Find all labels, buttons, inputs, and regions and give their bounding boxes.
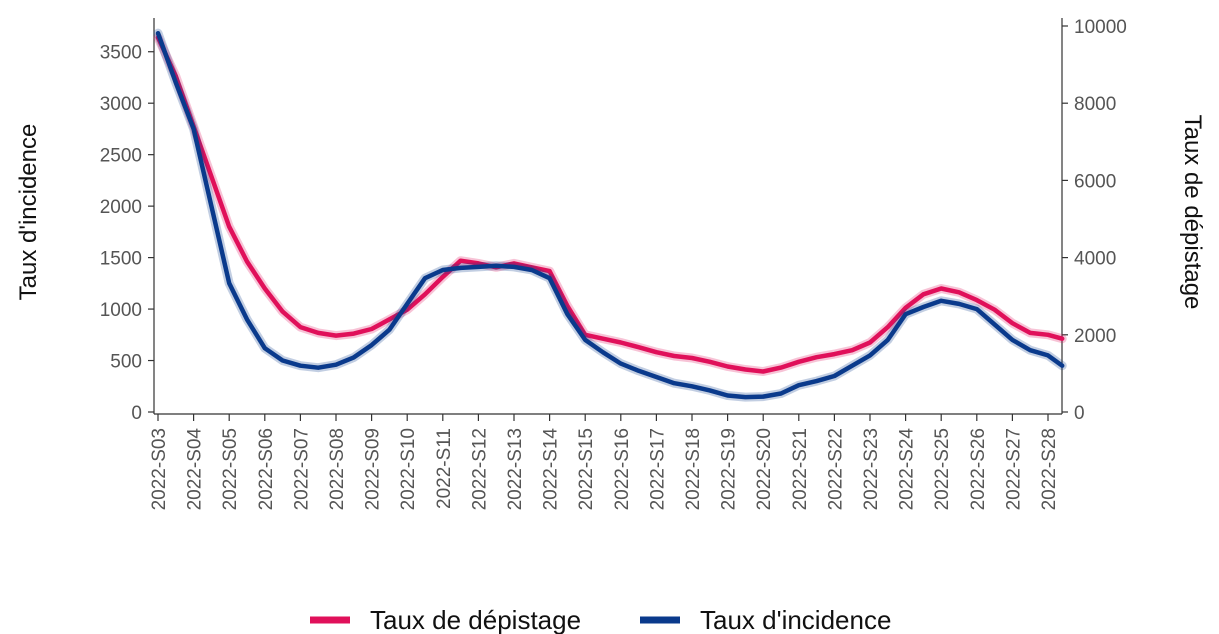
x-tick-label: 2022-S13 [505,428,526,510]
right-y-tick-label: 2000 [1074,326,1116,347]
left-y-tick-label: 500 [110,352,142,373]
x-tick-label: 2022-S05 [220,428,241,510]
right-y-tick-label: 4000 [1074,249,1116,270]
x-tick-label: 2022-S24 [897,428,918,511]
axes: 0 500 1000 1500 2000 2500 3000 3500 0 2000 4000 600… [100,17,1127,510]
x-tick-label: 2022-S16 [612,428,633,510]
left-y-tick-label: 2000 [100,197,142,218]
legend-label-depistage: Taux de dépistage [370,605,581,634]
x-tick-label: 2022-S20 [754,428,775,510]
x-tick-label: 2022-S21 [790,428,811,510]
x-tick-label: 2022-S19 [719,428,740,510]
x-tick-label: 2022-S28 [1039,428,1060,510]
x-tick-label: 2022-S27 [1003,428,1024,510]
left-y-tick-label: 3000 [100,94,142,115]
x-tick-label: 2022-S23 [861,428,882,510]
left-y-tick-label: 1000 [100,300,142,321]
x-tick-label: 2022-S06 [256,428,277,510]
right-y-tick-label: 10000 [1074,17,1127,38]
x-tick-label: 2022-S09 [363,428,384,510]
x-tick-label: 2022-S26 [968,428,989,510]
x-tick-label: 2022-S12 [469,428,490,510]
series-line-depistage [155,35,1065,374]
left-y-tick-label: 0 [131,403,142,424]
right-y-tick-label: 0 [1074,403,1085,424]
x-tick-label: 2022-S10 [398,428,419,510]
x-tick-label: 2022-S14 [541,428,562,511]
right-y-tick-label: 6000 [1074,171,1116,192]
x-tick-label: 2022-S25 [932,428,953,510]
x-tick-label: 2022-S11 [434,428,455,509]
x-tick-label: 2022-S03 [149,428,170,510]
x-tick-label: 2022-S04 [185,428,206,511]
right-axis-title: Taux de dépistage [1179,115,1206,310]
x-tick-label: 2022-S15 [576,428,597,510]
x-tick-label: 2022-S08 [327,428,348,510]
x-tick-label: 2022-S07 [291,428,312,510]
series-line-incidence [155,30,1065,400]
series-lines [153,28,1067,402]
x-tick-label: 2022-S22 [825,428,846,510]
x-tick-label: 2022-S18 [683,428,704,510]
right-y-tick-label: 8000 [1074,94,1116,115]
legend: Taux de dépistage Taux d'incidence [310,605,891,634]
legend-label-incidence: Taux d'incidence [700,605,891,634]
left-y-tick-label: 3500 [100,43,142,64]
left-y-tick-label: 2500 [100,146,142,167]
left-y-tick-label: 1500 [100,249,142,270]
left-axis-title: Taux d'incidence [15,124,42,301]
x-tick-label: 2022-S17 [647,428,668,510]
